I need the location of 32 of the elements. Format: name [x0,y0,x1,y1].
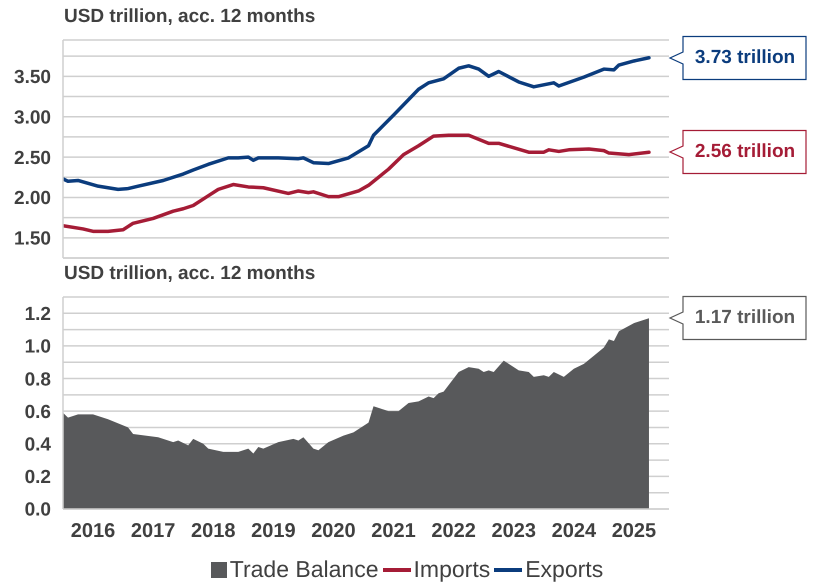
line-series [63,56,651,192]
x-tick-label: 2022 [431,520,476,542]
y-tick-label: 1.50 [14,228,51,250]
annotation: 3.73 trillion [694,46,796,70]
y-tick-label: 2.00 [14,188,51,210]
legend-label: Trade Balance [230,556,379,583]
y-tick-label: 1.2 [24,304,51,326]
annotation: 2.56 trillion [694,140,796,164]
y-tick-label: 0.8 [24,369,51,390]
y-tick-label: 1.0 [24,336,51,358]
line-series [63,134,651,234]
y-tick-label: 0.2 [24,467,51,488]
y-tick-label: 0.0 [24,500,51,521]
x-tick-label: 2025 [612,520,656,542]
x-tick-label: 2016 [70,520,116,542]
y-tick-label: 0.4 [24,434,52,456]
x-tick-label: 2020 [311,520,356,542]
x-tick-label: 2019 [251,520,296,542]
y-tick-label: 2.50 [14,148,51,169]
y-tick-label: 3.50 [14,67,51,88]
chart-title: USD trillion, acc. 12 months [64,6,316,28]
annotation: 1.17 trillion [694,306,796,330]
legend-label: Imports [414,556,490,583]
y-tick-label: 0.6 [24,402,51,423]
x-tick-label: 2024 [552,520,597,542]
legend-label: Exports [525,556,604,583]
x-tick-label: 2023 [491,520,536,542]
x-tick-label: 2017 [130,520,176,542]
y-tick-label: 3.00 [14,107,51,128]
chart-title: USD trillion, acc. 12 months [64,263,316,285]
x-tick-label: 2021 [371,520,416,542]
x-tick-label: 2018 [191,520,236,542]
